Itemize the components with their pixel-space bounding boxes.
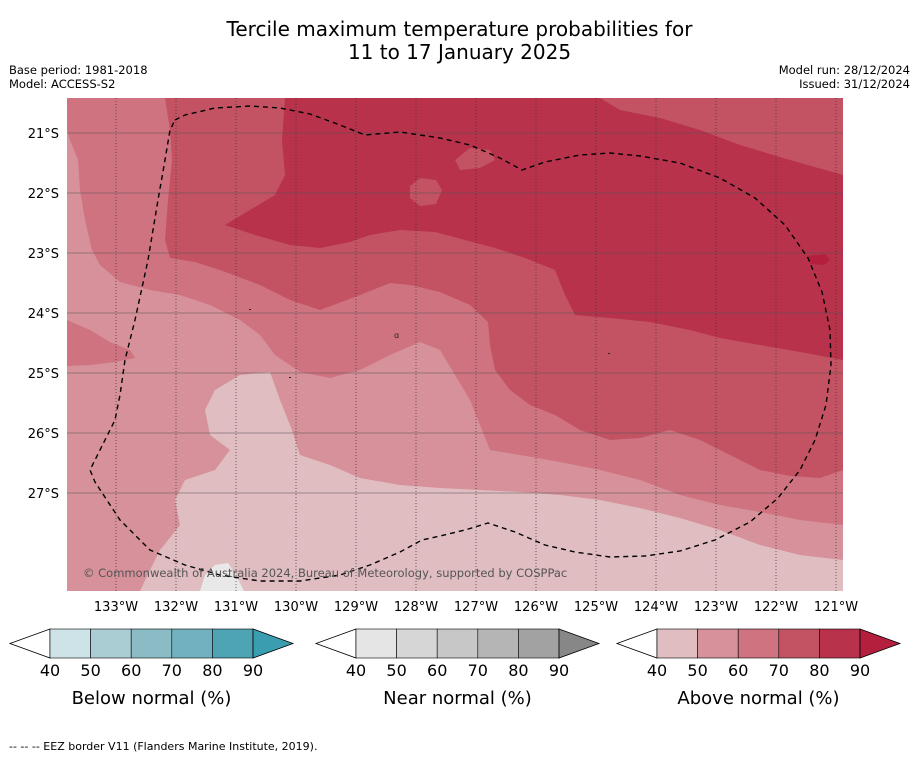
colorbar-label: Below normal (%) (72, 688, 232, 709)
colorbar-extend-high (859, 628, 902, 659)
colorbar-label: Above normal (%) (677, 688, 839, 709)
colorbar-tick: 50 (687, 661, 707, 680)
colorbar-segment (697, 628, 739, 659)
colorbar-extend-low (314, 628, 357, 659)
colorbar-extend-low (8, 628, 51, 659)
colorbar-tick: 70 (468, 661, 488, 680)
colorbar-tick: 60 (121, 661, 141, 680)
colorbar-tick: 90 (850, 661, 870, 680)
longitude-label: 126°W (514, 600, 558, 615)
longitude-label: 125°W (574, 600, 618, 615)
latitude-label: 24°S (28, 307, 59, 322)
latitude-label: 23°S (28, 247, 59, 262)
colorbar-segment (778, 628, 820, 659)
colorbar-tick: 80 (809, 661, 829, 680)
field-above-90 (225, 98, 843, 360)
colorbar-segment (130, 628, 173, 659)
island-dot (289, 377, 291, 378)
colorbar-above: 40 50 60 70 80 90 Above normal (%) (615, 628, 902, 709)
colorbar-segment (396, 628, 438, 659)
latitude-label: 27°S (28, 487, 59, 502)
colorbar-tick: 80 (202, 661, 222, 680)
colorbar-segment (819, 628, 861, 659)
longitude-labels: 133°W 132°W 131°W 130°W 129°W 128°W 127°W 126°W… (94, 600, 858, 615)
latitude-label: 25°S (28, 367, 59, 382)
model-name: Model: ACCESS-S2 (9, 77, 116, 91)
title-line-1: Tercile maximum temperature probabilitie… (226, 17, 693, 41)
colorbar-segment (656, 628, 698, 659)
probability-fields (67, 98, 843, 591)
colorbar-segment (212, 628, 254, 659)
latitude-label: 21°S (28, 127, 59, 142)
longitude-label: 127°W (454, 600, 498, 615)
colorbar-below: 40 50 60 70 80 90 Below normal (%) (8, 628, 295, 709)
eez-border (89, 105, 832, 582)
colorbar-segment (171, 628, 213, 659)
longitude-label: 128°W (394, 600, 438, 615)
field-above-70-west (67, 320, 135, 366)
colorbar-tick: 90 (549, 661, 569, 680)
colorbar-segment (436, 628, 479, 659)
colorbar-tick: 90 (243, 661, 263, 680)
base-period: Base period: 1981-2018 (9, 63, 148, 77)
meta-right: Model run: 28/12/2024 Issued: 31/12/2024 (779, 63, 910, 91)
latitude-label: 22°S (28, 187, 59, 202)
colorbar-tick: 40 (346, 661, 366, 680)
colorbar-tick: 80 (508, 661, 528, 680)
island-dot (249, 309, 251, 310)
longitude-label: 132°W (154, 600, 198, 615)
colorbar-tick: 70 (769, 661, 789, 680)
field-above-80-patch (410, 178, 442, 206)
colorbar-legends: 40 50 60 70 80 90 Below normal (%) 40 50 60 70 80 90… (8, 628, 902, 709)
longitude-label: 129°W (334, 600, 378, 615)
meta-left: Base period: 1981-2018 Model: ACCESS-S2 (9, 63, 148, 91)
colorbar-tick: 40 (40, 661, 60, 680)
colorbar-tick: 60 (427, 661, 447, 680)
colorbar-segment (49, 628, 91, 659)
colorbar-tick: 50 (386, 661, 406, 680)
colorbar-segment (737, 628, 780, 659)
map-title: Tercile maximum temperature probabilitie… (0, 18, 919, 64)
colorbar-tick: 50 (80, 661, 100, 680)
colorbar-segment (518, 628, 560, 659)
copyright-text: © Commonwealth of Australia 2024, Bureau… (83, 566, 567, 580)
colorbar-extend-high (252, 628, 295, 659)
island-dot (608, 353, 610, 354)
longitude-label: 123°W (694, 600, 738, 615)
colorbar-tick: 70 (162, 661, 182, 680)
longitude-label: 131°W (214, 600, 258, 615)
colorbar-segment (477, 628, 519, 659)
probability-map: ɑ © Commonwealth of Australia 2024, Bure… (28, 98, 858, 615)
longitude-label: 130°W (274, 600, 318, 615)
title-line-2: 11 to 17 January 2025 (347, 40, 572, 64)
colorbar-tick: 40 (647, 661, 667, 680)
colorbar-extend-low (615, 628, 658, 659)
longitude-label: 133°W (94, 600, 138, 615)
colorbar-extend-high (558, 628, 601, 659)
eez-footnote: -- -- -- EEZ border V11 (Flanders Marine… (9, 740, 318, 753)
latitude-label: 26°S (28, 427, 59, 442)
colorbar-segment (355, 628, 397, 659)
longitude-label: 121°W (814, 600, 858, 615)
field-above-90-spot (808, 254, 830, 265)
issued-date: Issued: 31/12/2024 (799, 77, 910, 91)
model-run: Model run: 28/12/2024 (778, 63, 910, 77)
colorbar-near: 40 50 60 70 80 90 Near normal (%) (314, 628, 601, 709)
longitude-label: 122°W (754, 600, 798, 615)
graticule (67, 98, 843, 591)
island-patch (200, 563, 244, 591)
colorbar-label: Near normal (%) (383, 688, 532, 709)
island-marker: ɑ (394, 331, 399, 340)
field-above-80-patch-2 (455, 148, 495, 170)
longitude-label: 124°W (634, 600, 678, 615)
latitude-labels: 21°S 22°S 23°S 24°S 25°S 26°S 27°S (28, 127, 59, 502)
colorbar-tick: 60 (728, 661, 748, 680)
colorbar-segment (90, 628, 132, 659)
